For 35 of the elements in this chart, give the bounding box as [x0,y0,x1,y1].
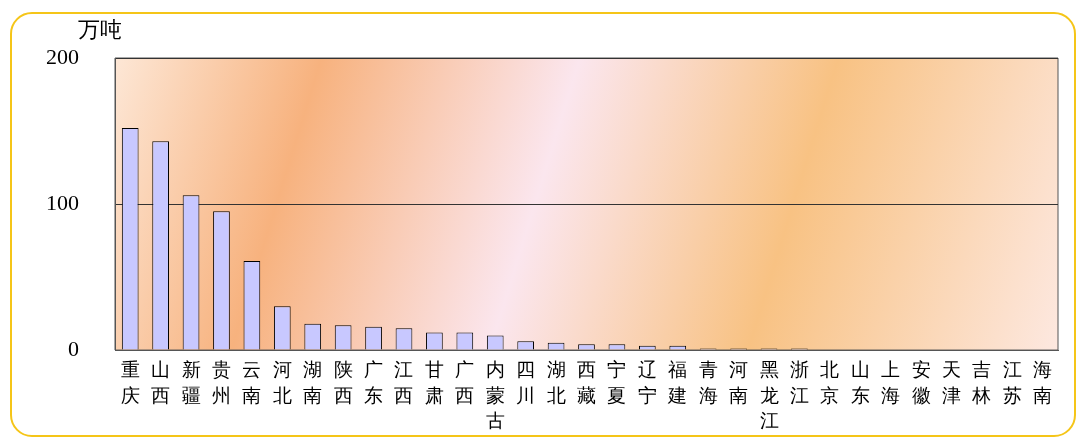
x-tick-label: 云南 [242,358,262,406]
x-tick-label: 北京 [820,358,840,406]
x-tick-label: 湖南 [303,358,323,406]
x-tick-label: 甘肃 [424,358,444,406]
x-tick-label: 湖北 [546,358,566,406]
y-tick-label: 200 [46,43,79,69]
x-tick-label: 河南 [729,358,749,406]
x-tick-label: 山西 [151,358,171,406]
x-tick-label: 重庆 [120,358,140,406]
x-tick-label: 西藏 [577,358,596,406]
x-tick-label: 广东 [364,358,384,406]
x-tick-label: 天津 [942,358,962,406]
y-axis-title: 万吨 [78,16,122,42]
x-tick-label: 安徽 [911,358,931,406]
x-tick-label: 贵州 [211,358,231,406]
x-tick-label: 宁夏 [607,358,627,406]
x-tick-label: 吉林 [971,358,992,406]
x-tick-label: 浙江 [789,358,809,406]
x-tick-label: 四川 [516,358,536,406]
x-tick-label: 海南 [1033,358,1053,406]
x-tick-label: 江西 [394,358,414,406]
x-tick-label: 新疆 [181,358,201,406]
x-tick-label: 广西 [455,358,475,406]
x-tick-label: 黑龙江 [759,358,779,432]
x-tick-label: 内蒙古 [485,358,505,432]
y-tick-label: 0 [68,335,79,361]
x-tick-label: 辽宁 [637,358,657,406]
x-tick-label: 陕西 [333,358,353,406]
x-tick-label: 河北 [272,358,292,406]
x-tick-label: 上海 [881,358,901,406]
x-tick-label: 青海 [698,358,718,406]
x-tick-label: 江苏 [1002,358,1022,406]
x-tick-label: 福建 [667,358,688,406]
y-tick-label: 100 [46,189,79,215]
x-tick-label: 山东 [850,358,870,406]
